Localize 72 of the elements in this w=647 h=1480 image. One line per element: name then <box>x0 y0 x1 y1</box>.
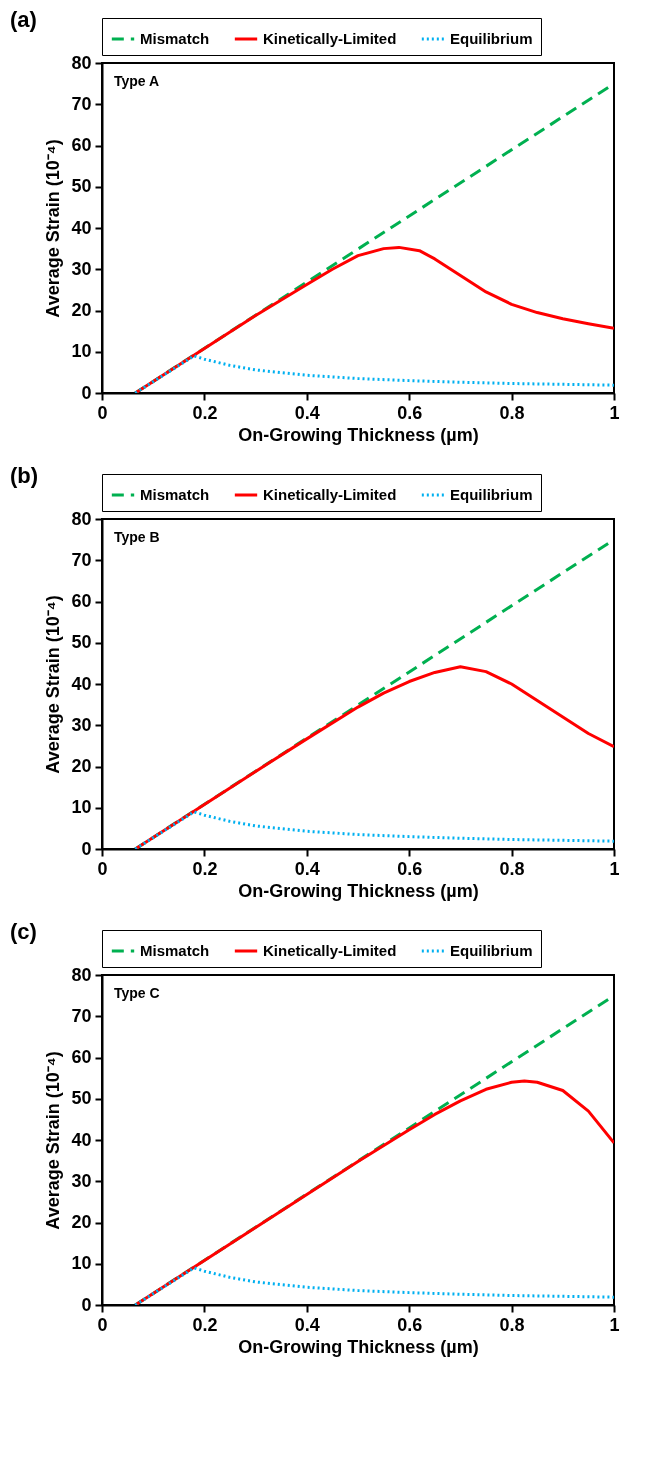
x-tick-label: 0.2 <box>192 858 218 879</box>
y-tick-label: 80 <box>71 964 92 985</box>
y-tick-label: 50 <box>71 1088 92 1109</box>
x-axis-title: On-Growing Thickness (µm) <box>238 1336 479 1357</box>
legend-label: Mismatch <box>140 942 210 959</box>
legend-label: Kinetically-Limited <box>263 486 397 503</box>
y-tick-label: 0 <box>81 382 92 403</box>
y-axis-title: Average Strain (10⁻⁴) <box>43 595 64 774</box>
x-tick-label: 0 <box>97 402 108 423</box>
y-tick-label: 40 <box>71 217 92 238</box>
x-tick-label: 0.8 <box>499 402 525 423</box>
line-series <box>133 245 614 393</box>
y-tick-label: 70 <box>71 93 92 114</box>
y-tick-label: 50 <box>71 632 92 653</box>
x-tick-label: 1 <box>609 402 620 423</box>
legend-label: Mismatch <box>140 486 210 503</box>
annotation: Type A <box>114 73 160 89</box>
x-axis-title: On-Growing Thickness (µm) <box>238 880 479 901</box>
y-tick-label: 60 <box>71 135 92 155</box>
annotation: Type B <box>114 529 160 545</box>
y-tick-label: 10 <box>71 1253 92 1274</box>
y-tick-label: 50 <box>71 176 92 197</box>
line-series <box>133 354 614 393</box>
x-tick-label: 0.2 <box>192 1314 218 1335</box>
x-tick-label: 0.8 <box>499 858 525 879</box>
y-tick-label: 10 <box>71 341 92 362</box>
annotation: Type C <box>114 985 160 1001</box>
y-tick-label: 20 <box>71 756 92 776</box>
line-series <box>133 1266 614 1305</box>
x-tick-label: 1 <box>609 858 620 879</box>
legend-label: Equilibrium <box>450 30 533 47</box>
legend-label: Mismatch <box>140 30 210 47</box>
y-tick-label: 70 <box>71 1005 92 1026</box>
legend-label: Kinetically-Limited <box>263 942 397 959</box>
line-series <box>133 665 614 849</box>
x-tick-label: 1 <box>609 1314 620 1335</box>
y-tick-label: 30 <box>71 258 92 279</box>
y-tick-label: 20 <box>71 1212 92 1232</box>
legend-label: Equilibrium <box>450 486 533 503</box>
x-tick-label: 0 <box>97 1314 108 1335</box>
x-axis-title: On-Growing Thickness (µm) <box>238 424 479 445</box>
x-tick-label: 0.6 <box>397 858 423 879</box>
chart-title: (a) <box>10 6 37 32</box>
line-series <box>133 810 614 849</box>
y-tick-label: 70 <box>71 549 92 570</box>
x-tick-label: 0 <box>97 858 108 879</box>
legend-label: Equilibrium <box>450 942 533 959</box>
y-tick-label: 80 <box>71 508 92 529</box>
y-tick-label: 60 <box>71 1047 92 1067</box>
x-tick-label: 0.4 <box>294 1314 320 1335</box>
y-tick-label: 10 <box>71 797 92 818</box>
x-tick-label: 0.2 <box>192 402 218 423</box>
legend-label: Kinetically-Limited <box>263 30 397 47</box>
x-tick-label: 0.4 <box>294 402 320 423</box>
chart-title: (c) <box>10 918 37 944</box>
y-tick-label: 40 <box>71 673 92 694</box>
x-tick-label: 0.8 <box>499 1314 525 1335</box>
y-axis-title: Average Strain (10⁻⁴) <box>43 139 64 318</box>
chart-title: (b) <box>10 462 39 488</box>
y-axis-title: Average Strain (10⁻⁴) <box>43 1051 64 1230</box>
y-tick-label: 60 <box>71 591 92 611</box>
y-tick-label: 30 <box>71 1170 92 1191</box>
x-tick-label: 0.6 <box>397 1314 423 1335</box>
y-tick-label: 80 <box>71 52 92 73</box>
line-series <box>133 1079 614 1305</box>
y-tick-label: 0 <box>81 1294 92 1315</box>
y-tick-label: 40 <box>71 1129 92 1150</box>
y-tick-label: 20 <box>71 300 92 320</box>
x-tick-label: 0.4 <box>294 858 320 879</box>
y-tick-label: 30 <box>71 714 92 735</box>
x-tick-label: 0.6 <box>397 402 423 423</box>
y-tick-label: 0 <box>81 838 92 859</box>
